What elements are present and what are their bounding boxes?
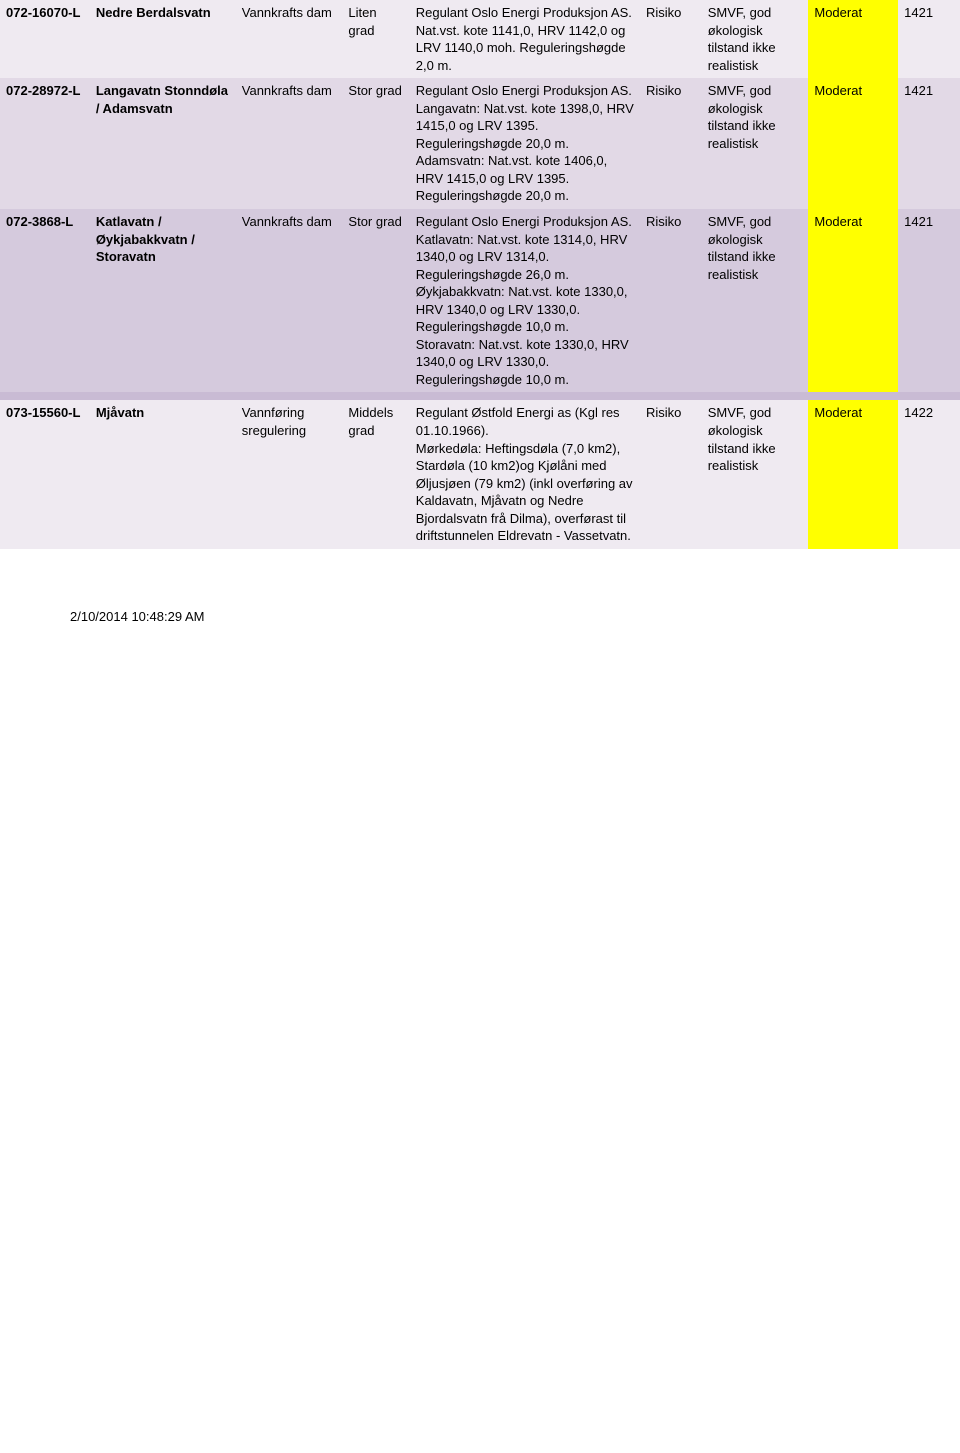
cell-rating: Moderat — [808, 0, 898, 78]
cell-num: 1421 — [898, 0, 960, 78]
cell-rating: Moderat — [808, 78, 898, 209]
cell-type: Vannkrafts dam — [236, 78, 343, 209]
table-row — [0, 392, 960, 400]
cell-grade — [342, 392, 409, 400]
cell-rating — [808, 392, 898, 400]
cell-status: SMVF, god økologisk tilstand ikke realis… — [702, 400, 809, 548]
cell-num: 1421 — [898, 209, 960, 392]
cell-desc: Regulant Østfold Energi as (Kgl res 01.1… — [410, 400, 640, 548]
cell-name: Katlavatn / Øykjabakkvatn / Storavatn — [90, 209, 236, 392]
cell-status: SMVF, god økologisk tilstand ikke realis… — [702, 209, 809, 392]
cell-code: 072-28972-L — [0, 78, 90, 209]
cell-type: Vannføring sregulering — [236, 400, 343, 548]
cell-desc: Regulant Oslo Energi Produksjon AS. Nat.… — [410, 0, 640, 78]
cell-num: 1421 — [898, 78, 960, 209]
data-table: 072-16070-LNedre BerdalsvatnVannkrafts d… — [0, 0, 960, 549]
cell-status — [702, 392, 809, 400]
cell-rating: Moderat — [808, 400, 898, 548]
cell-code: 072-3868-L — [0, 209, 90, 392]
cell-desc: Regulant Oslo Energi Produksjon AS. Katl… — [410, 209, 640, 392]
cell-rating: Moderat — [808, 209, 898, 392]
cell-type — [236, 392, 343, 400]
cell-risk: Risiko — [640, 0, 702, 78]
cell-num — [898, 392, 960, 400]
cell-risk — [640, 392, 702, 400]
cell-code: 072-16070-L — [0, 0, 90, 78]
footer-timestamp: 2/10/2014 10:48:29 AM — [70, 609, 960, 624]
cell-name: Mjåvatn — [90, 400, 236, 548]
cell-status: SMVF, god økologisk tilstand ikke realis… — [702, 78, 809, 209]
cell-grade: Middels grad — [342, 400, 409, 548]
table-row: 072-16070-LNedre BerdalsvatnVannkrafts d… — [0, 0, 960, 78]
cell-risk: Risiko — [640, 78, 702, 209]
table-row: 072-28972-LLangavatn Stonndøla / Adamsva… — [0, 78, 960, 209]
cell-type: Vannkrafts dam — [236, 0, 343, 78]
cell-num: 1422 — [898, 400, 960, 548]
cell-risk: Risiko — [640, 400, 702, 548]
cell-code — [0, 392, 90, 400]
cell-name: Langavatn Stonndøla / Adamsvatn — [90, 78, 236, 209]
cell-status: SMVF, god økologisk tilstand ikke realis… — [702, 0, 809, 78]
cell-code: 073-15560-L — [0, 400, 90, 548]
cell-type: Vannkrafts dam — [236, 209, 343, 392]
cell-name: Nedre Berdalsvatn — [90, 0, 236, 78]
cell-grade: Stor grad — [342, 78, 409, 209]
cell-risk: Risiko — [640, 209, 702, 392]
cell-desc: Regulant Oslo Energi Produksjon AS. Lang… — [410, 78, 640, 209]
table-row: 072-3868-LKatlavatn / Øykjabakkvatn / St… — [0, 209, 960, 392]
cell-grade: Stor grad — [342, 209, 409, 392]
table-row: 073-15560-LMjåvatnVannføring sregulering… — [0, 400, 960, 548]
cell-name — [90, 392, 236, 400]
cell-desc — [410, 392, 640, 400]
cell-grade: Liten grad — [342, 0, 409, 78]
